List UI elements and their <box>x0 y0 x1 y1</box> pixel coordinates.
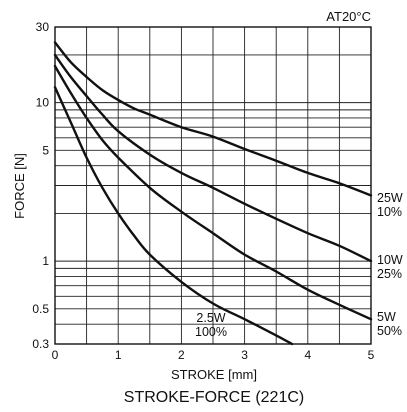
curves <box>53 41 373 346</box>
x-tick-label: 0 <box>52 348 59 362</box>
x-tick-label: 1 <box>115 348 122 362</box>
series-label-4: 2.5W <box>196 311 225 325</box>
tick-labels: 0 1 2 3 4 5 0.3 0.5 1 5 10 30 <box>32 20 374 362</box>
series-line-3 <box>53 64 373 321</box>
series-label-3: 5W <box>377 310 396 324</box>
plot-frame <box>54 26 372 345</box>
x-tick-label: 4 <box>304 348 311 362</box>
y-tick-label: 30 <box>36 20 50 34</box>
series-label-4: 100% <box>195 325 227 339</box>
series-label-2: 10W <box>377 253 403 267</box>
x-tick-label: 3 <box>241 348 248 362</box>
series-label-1: 10% <box>377 205 402 219</box>
series-line-2 <box>53 53 373 263</box>
chart-title: STROKE-FORCE (221C) <box>124 389 304 406</box>
x-tick-label: 2 <box>178 348 185 362</box>
y-tick-label: 5 <box>42 143 49 157</box>
y-tick-label: 1 <box>42 254 49 268</box>
series-line-4 <box>53 86 294 346</box>
x-axis-label: STROKE [mm] <box>171 367 257 382</box>
y-axis-label: FORCE [N] <box>12 153 27 219</box>
series-label-3: 50% <box>377 324 402 338</box>
x-tick-label: 5 <box>368 348 375 362</box>
series-line-1 <box>53 41 373 197</box>
series-label-2: 25% <box>377 267 402 281</box>
y-tick-label: 10 <box>36 96 50 110</box>
series-label-1: 25W <box>377 191 403 205</box>
y-tick-label: 0.3 <box>32 337 49 351</box>
temperature-note: AT20°C <box>326 9 371 24</box>
y-tick-label: 0.5 <box>32 302 49 316</box>
